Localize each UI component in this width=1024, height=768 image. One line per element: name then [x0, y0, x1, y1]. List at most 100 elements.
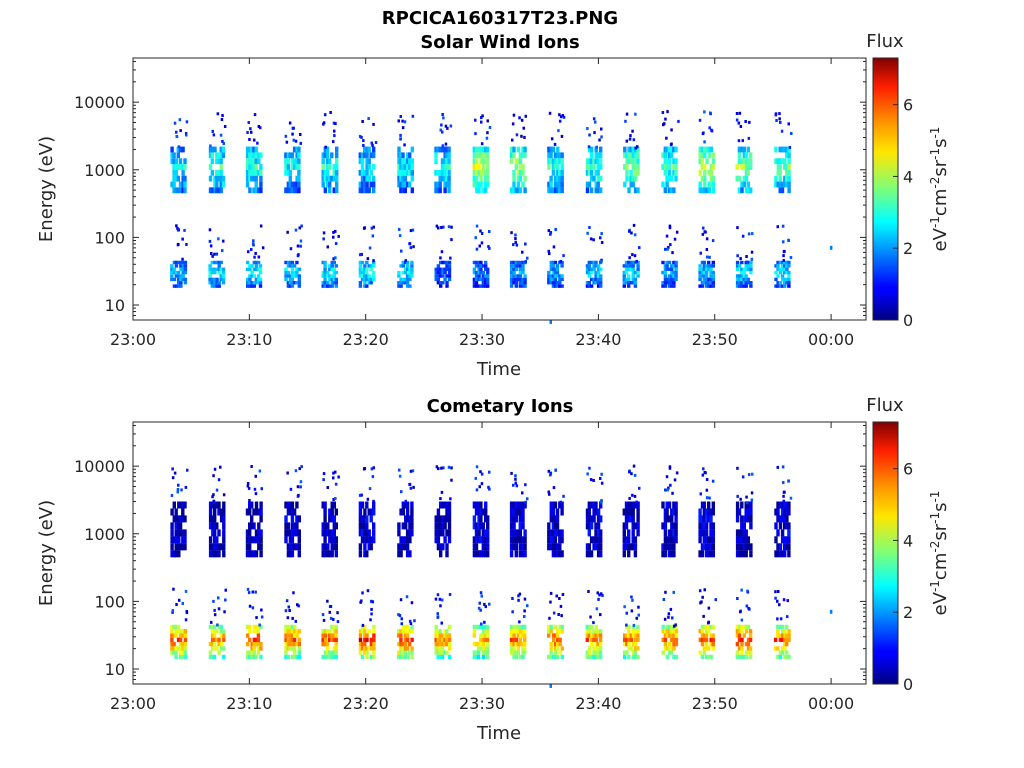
heatmap-cell — [397, 529, 401, 537]
heatmap-cell — [778, 284, 783, 288]
x-tick-label: 23:00 — [110, 694, 156, 713]
heatmap-cell — [553, 181, 558, 188]
heatmap-cell — [372, 650, 376, 655]
heatmap-cell — [447, 515, 452, 523]
heatmap-cell — [509, 277, 514, 282]
heatmap-cell — [585, 270, 590, 275]
heatmap-cell — [598, 633, 603, 638]
heatmap-cell — [598, 637, 603, 642]
heatmap-cell — [245, 642, 250, 647]
heatmap-cell — [360, 187, 365, 194]
heatmap-cell — [785, 175, 789, 182]
heatmap-cell — [560, 629, 564, 634]
heatmap-cell — [250, 515, 254, 523]
heatmap-cell — [630, 609, 634, 613]
heatmap-cell — [707, 501, 711, 509]
heatmap-cell — [360, 252, 363, 256]
heatmap-cell — [434, 650, 438, 655]
heatmap-cell — [631, 543, 635, 551]
heatmap-cell — [173, 471, 177, 475]
x-axis: 23:00 23:10 23:20 23:30 23:40 23:50 00:00 — [110, 58, 854, 349]
heatmap-cell — [170, 181, 174, 188]
heatmap-cell — [523, 277, 527, 282]
heatmap-cell — [509, 550, 514, 558]
heatmap-cell — [555, 642, 560, 647]
heatmap-cell — [585, 281, 590, 285]
heatmap-cell — [783, 281, 787, 285]
heatmap-cell — [481, 654, 486, 660]
heatmap-cell — [329, 616, 333, 620]
heatmap-cell — [442, 225, 445, 229]
heatmap-cell — [744, 515, 748, 523]
heatmap-cell — [484, 158, 488, 165]
heatmap-cell — [208, 277, 212, 282]
heatmap-cell — [478, 244, 481, 248]
heatmap-cell — [747, 232, 751, 236]
heatmap-cell — [670, 264, 674, 268]
heatmap-cell — [245, 152, 250, 159]
heatmap-cell — [776, 164, 780, 170]
heatmap-cell — [210, 629, 215, 634]
heatmap-cell — [405, 529, 410, 537]
heatmap-cell — [325, 152, 330, 159]
heatmap-cell — [518, 274, 522, 278]
heatmap-cell — [174, 550, 178, 558]
heatmap-cell — [438, 597, 442, 601]
heatmap-cell — [622, 543, 626, 551]
heatmap-cell — [587, 267, 591, 271]
heatmap-cell — [170, 624, 174, 630]
heatmap-cell — [483, 650, 487, 655]
heatmap-cell — [290, 264, 295, 268]
heatmap-cell — [217, 596, 220, 600]
heatmap-cell — [742, 543, 746, 551]
heatmap-cell — [481, 646, 486, 651]
heatmap-cell — [332, 281, 336, 285]
heatmap-cell — [208, 624, 213, 630]
heatmap-cell — [509, 637, 514, 642]
heatmap-cell — [556, 175, 560, 182]
heatmap-cell — [367, 629, 371, 634]
heatmap-cell — [735, 515, 740, 523]
heatmap-cell — [257, 187, 261, 194]
heatmap-cell — [665, 281, 669, 285]
heatmap-cell — [210, 260, 214, 265]
heatmap-cell — [474, 550, 479, 558]
heatmap-cell — [210, 169, 214, 176]
heatmap-cell — [700, 284, 705, 288]
heatmap-cell — [334, 654, 338, 660]
heatmap-cell — [509, 158, 514, 165]
heatmap-cell — [665, 175, 669, 182]
heatmap-cell — [631, 508, 635, 516]
heatmap-cell — [782, 481, 785, 484]
heatmap-cell — [288, 624, 292, 630]
panel-title: Solar Wind Ions — [420, 32, 579, 53]
heatmap-cell — [739, 125, 743, 128]
heatmap-cell — [250, 550, 254, 558]
heatmap-cell — [599, 477, 602, 480]
heatmap-cell — [518, 536, 522, 544]
heatmap-cell — [521, 501, 525, 509]
heatmap-cell — [363, 277, 367, 282]
heatmap-cell — [488, 470, 491, 474]
heatmap-cell — [284, 274, 288, 278]
heatmap-cell — [705, 146, 709, 153]
heatmap-cell — [514, 277, 518, 282]
heatmap-cell — [286, 152, 291, 159]
heatmap-cell — [521, 536, 525, 544]
heatmap-cell — [667, 629, 672, 634]
heatmap-cell — [778, 164, 782, 170]
heatmap-cell — [485, 175, 490, 182]
heatmap-cell — [776, 267, 780, 271]
heatmap-cell — [781, 637, 785, 642]
heatmap-cell — [439, 604, 442, 608]
heatmap-cell — [297, 536, 301, 544]
heatmap-cell — [700, 550, 705, 558]
heatmap-cell — [447, 522, 452, 530]
heatmap-cell — [594, 277, 598, 282]
heatmap-cell — [667, 543, 672, 551]
heatmap-cell — [553, 624, 558, 630]
heatmap-cell — [371, 600, 374, 604]
heatmap-cell — [447, 642, 452, 647]
heatmap-cell — [321, 152, 325, 159]
heatmap-cell — [551, 284, 556, 288]
